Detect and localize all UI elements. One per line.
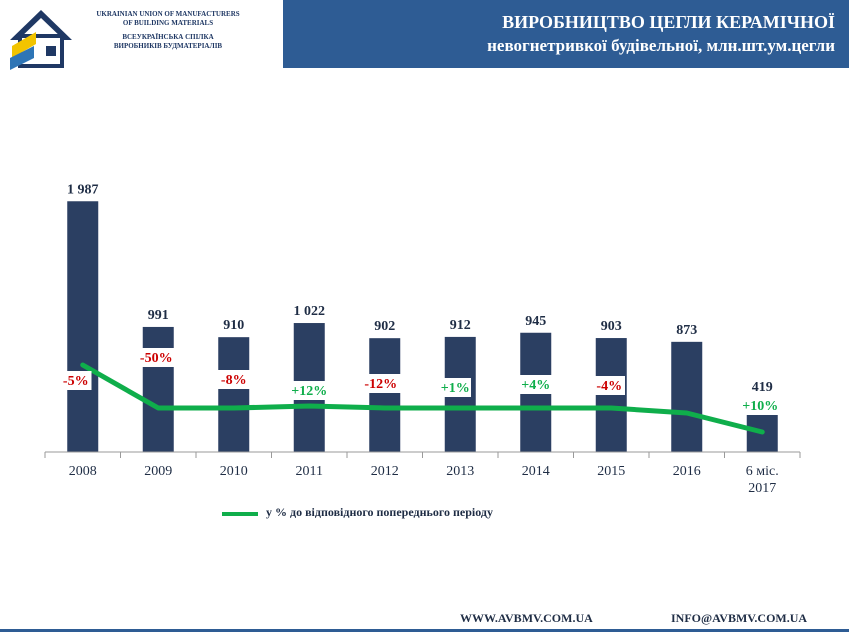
footer-divider — [0, 629, 849, 632]
organization-name: UKRAINIAN UNION OF MANUFACTURERS OF BUIL… — [78, 10, 258, 51]
percent-label-bg — [218, 370, 250, 389]
bar-value-label: 912 — [450, 318, 471, 333]
percent-label: +12% — [291, 384, 327, 399]
percent-label-bg — [136, 348, 177, 367]
bar-line-chart: 1 987 2008 991 2009 910 2010 1 022 2011 902 2012 9… — [44, 182, 801, 496]
title-banner: ВИРОБНИЦТВО ЦЕГЛИ КЕРАМІЧНОЇ невогнетрив… — [283, 0, 849, 68]
percent-label: -5% — [63, 374, 89, 389]
x-tick-label: 2014 — [522, 464, 550, 479]
org-en-line-1: UKRAINIAN UNION OF MANUFACTURERS — [96, 10, 240, 18]
bar — [67, 201, 99, 452]
chart-subtitle: невогнетривкої будівельної, млн.шт.ум.це… — [487, 36, 835, 55]
percent-label-bg — [520, 375, 552, 394]
x-tick-label: 2009 — [144, 464, 172, 479]
percent-label: +1% — [441, 381, 470, 396]
bar-value-label: 419 — [752, 380, 773, 395]
x-tick-label: 2012 — [371, 464, 399, 479]
percent-label: -50% — [140, 351, 173, 366]
percent-label: +4% — [521, 378, 550, 393]
x-tick-label: 2008 — [69, 464, 97, 479]
percent-label-bg — [740, 396, 781, 415]
bar — [218, 337, 250, 452]
bar-value-label: 903 — [601, 319, 622, 334]
bar — [595, 338, 627, 452]
bar-value-label: 1 987 — [67, 182, 99, 197]
percent-label: -8% — [221, 373, 247, 388]
x-tick-label: 2017 — [748, 481, 776, 496]
percent-label: +10% — [742, 399, 778, 414]
bar-value-label: 873 — [676, 323, 697, 338]
org-ua-line-2: ВИРОБНИКІВ БУДМАТЕРІАЛІВ — [113, 42, 223, 50]
bar — [369, 338, 401, 452]
bar-value-label: 1 022 — [294, 304, 326, 319]
x-tick-label: 6 міс. — [746, 464, 779, 479]
bar-value-label: 945 — [525, 314, 546, 329]
bar — [142, 326, 174, 452]
bar — [671, 341, 703, 452]
x-tick-label: 2010 — [220, 464, 248, 479]
footer-email-link[interactable]: INFO@AVBMV.COM.UA — [671, 611, 808, 625]
bar-value-label: 910 — [223, 318, 244, 333]
x-tick-label: 2016 — [673, 464, 701, 479]
series-line — [80, 362, 765, 435]
percent-label: -12% — [364, 377, 397, 392]
percent-label-bg — [60, 371, 92, 390]
percent-label-bg — [289, 381, 330, 400]
legend-label: у % до відповідного попереднього періоду — [266, 505, 493, 519]
company-logo — [10, 10, 72, 70]
legend-line-swatch — [222, 512, 258, 516]
x-tick-label: 2015 — [597, 464, 625, 479]
x-tick-label: 2013 — [446, 464, 474, 479]
x-tick-label: 2011 — [296, 464, 323, 479]
bar-value-label: 991 — [148, 308, 169, 323]
footer-website-link[interactable]: WWW.AVBMV.COM.UA — [460, 611, 593, 625]
percent-label-bg — [439, 378, 471, 397]
bar-value-label: 902 — [374, 319, 395, 334]
percent-label-bg — [360, 374, 401, 393]
percent-label-bg — [593, 376, 625, 395]
org-ua-line-1: ВСЕУКРАЇНСЬКА СПІЛКА — [122, 33, 214, 41]
chart-title: ВИРОБНИЦТВО ЦЕГЛИ КЕРАМІЧНОЇ — [502, 12, 835, 32]
percent-label: -4% — [596, 379, 622, 394]
org-en-line-2: OF BUILDING MATERIALS — [122, 19, 214, 27]
